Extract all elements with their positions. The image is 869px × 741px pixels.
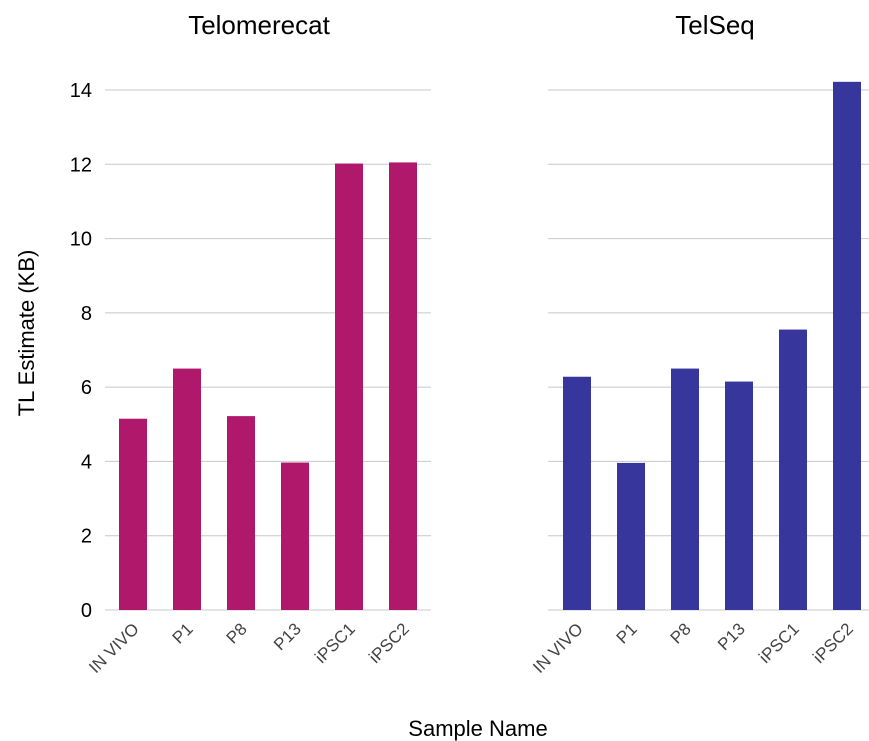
bar-telseq-p13 — [725, 381, 753, 610]
bar-telomerecat-p13 — [281, 462, 309, 610]
x-tick-label: iPSC1 — [311, 619, 359, 667]
bar-telseq-p1 — [617, 462, 645, 610]
panel-titles: Telomerecat TelSeq — [188, 10, 755, 40]
bar-telomerecat-ipsc2 — [389, 162, 417, 610]
bar-telomerecat-ipsc1 — [335, 163, 363, 611]
bar-telseq-ipsc1 — [779, 329, 807, 610]
y-tick-label-14: 14 — [70, 80, 92, 102]
x-tick-label: IN VIVO — [85, 619, 143, 677]
x-tick-label: iPSC2 — [809, 619, 857, 667]
x-tick-label: P13 — [714, 619, 749, 654]
y-tick-label-12: 12 — [70, 154, 92, 176]
y-tick-label-8: 8 — [81, 303, 92, 325]
y-axis-label: TL Estimate (KB) — [14, 250, 39, 417]
y-tick-label-0: 0 — [81, 600, 92, 622]
bars — [119, 81, 861, 611]
x-tick-label: P8 — [223, 619, 251, 647]
y-tick-label-6: 6 — [81, 377, 92, 399]
bar-telseq-ipsc2 — [833, 81, 861, 611]
y-tick-label-4: 4 — [81, 451, 92, 473]
y-tick-labels: 0 2 4 6 8 10 12 14 — [70, 80, 92, 622]
panel-title-0: Telomerecat — [188, 10, 330, 40]
x-tick-labels: IN VIVO P1 P8 P13 iPSC1 iPSC2 IN VIVO P1 P8 P13 iP… — [85, 619, 857, 677]
bar-telomerecat-in-vivo — [119, 418, 147, 610]
x-tick-label: iPSC1 — [755, 619, 803, 667]
x-tick-label: iPSC2 — [365, 619, 413, 667]
bar-telomerecat-p1 — [173, 368, 201, 610]
x-tick-label: P8 — [667, 619, 695, 647]
x-tick-label: P1 — [613, 619, 641, 647]
bar-telomerecat-p8 — [227, 416, 255, 610]
gridlines — [105, 89, 869, 611]
x-tick-label: P1 — [169, 619, 197, 647]
x-tick-label: P13 — [270, 619, 305, 654]
bar-telseq-in-vivo — [563, 376, 591, 610]
y-tick-label-10: 10 — [70, 229, 92, 251]
x-axis-label: Sample Name — [408, 716, 547, 741]
x-tick-label: IN VIVO — [529, 619, 587, 677]
y-tick-label-2: 2 — [81, 526, 92, 548]
bar-telseq-p8 — [671, 368, 699, 610]
panel-title-1: TelSeq — [675, 10, 755, 40]
